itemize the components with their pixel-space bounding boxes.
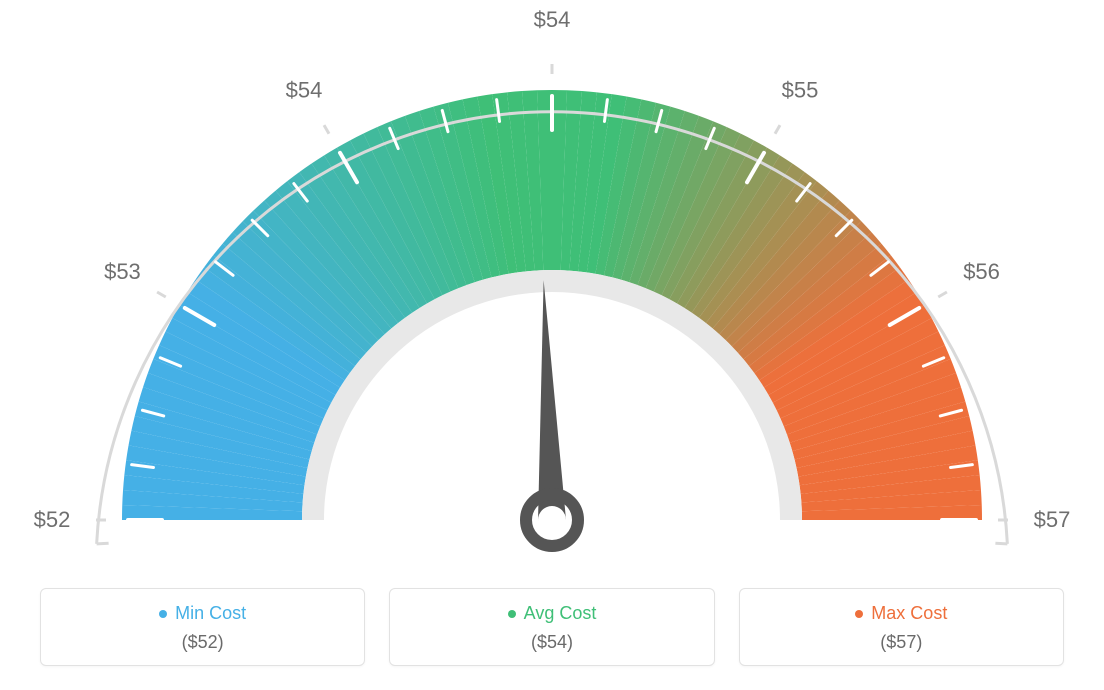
legend-label-row-avg: Avg Cost — [508, 603, 597, 624]
legend-value-avg: ($54) — [390, 632, 713, 653]
legend-dot-max — [855, 610, 863, 618]
tick-label: $54 — [534, 7, 571, 32]
tick-label: $55 — [782, 77, 819, 102]
gauge-chart-container: $52 $53 $54 $54 $55 $56 $57 Min Cost ($52) Avg… — [0, 0, 1104, 690]
tick-label: $54 — [286, 77, 323, 102]
legend-dot-avg — [508, 610, 516, 618]
legend-label-row-min: Min Cost — [159, 603, 246, 624]
tick-label: $57 — [1034, 507, 1071, 532]
legend-card-min: Min Cost ($52) — [40, 588, 365, 666]
tick-label: $56 — [963, 259, 1000, 284]
legend-card-max: Max Cost ($57) — [739, 588, 1064, 666]
gauge-needle — [538, 280, 566, 520]
tick-label: $53 — [104, 259, 141, 284]
legend-dot-min — [159, 610, 167, 618]
legend-row: Min Cost ($52) Avg Cost ($54) Max Cost (… — [40, 588, 1064, 666]
legend-label-avg: Avg Cost — [524, 603, 597, 624]
gauge-svg: $52 $53 $54 $54 $55 $56 $57 — [0, 0, 1104, 560]
legend-label-min: Min Cost — [175, 603, 246, 624]
legend-value-min: ($52) — [41, 632, 364, 653]
legend-card-avg: Avg Cost ($54) — [389, 588, 714, 666]
legend-label-max: Max Cost — [871, 603, 947, 624]
tick-label: $52 — [34, 507, 71, 532]
gauge-needle-hub-inner — [538, 506, 566, 534]
gauge-area: $52 $53 $54 $54 $55 $56 $57 — [0, 0, 1104, 560]
legend-label-row-max: Max Cost — [855, 603, 947, 624]
legend-value-max: ($57) — [740, 632, 1063, 653]
